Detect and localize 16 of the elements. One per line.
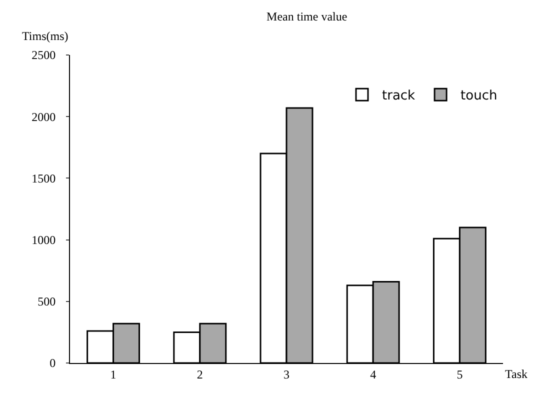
y-axis-title: Tims(ms) xyxy=(22,29,68,43)
x-tick-label: 4 xyxy=(370,367,376,382)
y-tick-label: 2000 xyxy=(32,110,56,124)
x-tick-label: 1 xyxy=(110,367,116,382)
chart-title: Mean time value xyxy=(266,9,348,24)
x-tick-label: 2 xyxy=(196,367,203,382)
y-tick-label: 500 xyxy=(38,294,56,309)
y-tick-label: 0 xyxy=(50,356,56,370)
x-axis-title: Task xyxy=(505,367,528,381)
legend-label: touch xyxy=(460,88,498,104)
y-tick-label: 1500 xyxy=(32,171,56,186)
legend-label: track xyxy=(382,88,416,104)
x-tick-label: 5 xyxy=(456,367,463,382)
x-tick-label: 3 xyxy=(284,367,290,382)
y-tick-label: 2500 xyxy=(32,48,56,62)
y-tick-label: 1000 xyxy=(32,233,56,247)
